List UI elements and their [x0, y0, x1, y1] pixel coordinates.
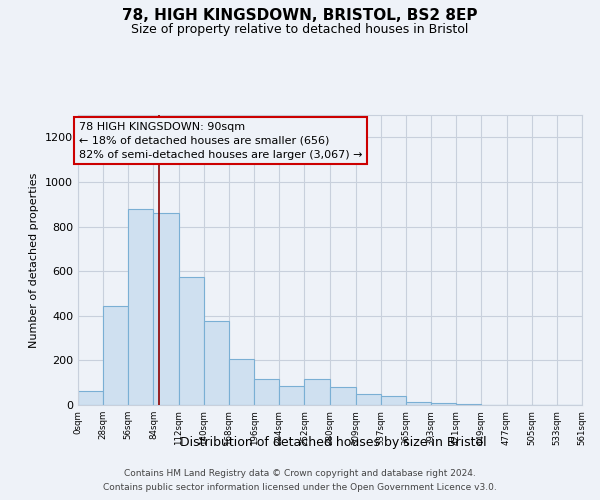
- Bar: [78, 390, 103, 405]
- Y-axis label: Number of detached properties: Number of detached properties: [29, 172, 40, 348]
- Bar: [204, 322, 229, 405]
- Text: 78, HIGH KINGSDOWN, BRISTOL, BS2 8EP: 78, HIGH KINGSDOWN, BRISTOL, BS2 8EP: [122, 8, 478, 22]
- Bar: [456, 404, 481, 405]
- Bar: [279, 386, 304, 405]
- Bar: [154, 213, 179, 405]
- Text: Contains HM Land Registry data © Crown copyright and database right 2024.: Contains HM Land Registry data © Crown c…: [124, 468, 476, 477]
- Bar: [103, 306, 128, 405]
- Bar: [406, 402, 431, 405]
- Bar: [356, 394, 381, 405]
- Bar: [128, 208, 154, 405]
- Text: Distribution of detached houses by size in Bristol: Distribution of detached houses by size …: [179, 436, 487, 449]
- Bar: [304, 380, 329, 405]
- Bar: [229, 360, 254, 405]
- Bar: [431, 403, 456, 405]
- Bar: [254, 380, 279, 405]
- Bar: [329, 387, 356, 405]
- Bar: [179, 276, 204, 405]
- Bar: [381, 396, 406, 405]
- Text: Contains public sector information licensed under the Open Government Licence v3: Contains public sector information licen…: [103, 484, 497, 492]
- Text: 78 HIGH KINGSDOWN: 90sqm
← 18% of detached houses are smaller (656)
82% of semi-: 78 HIGH KINGSDOWN: 90sqm ← 18% of detach…: [79, 122, 362, 160]
- Text: Size of property relative to detached houses in Bristol: Size of property relative to detached ho…: [131, 22, 469, 36]
